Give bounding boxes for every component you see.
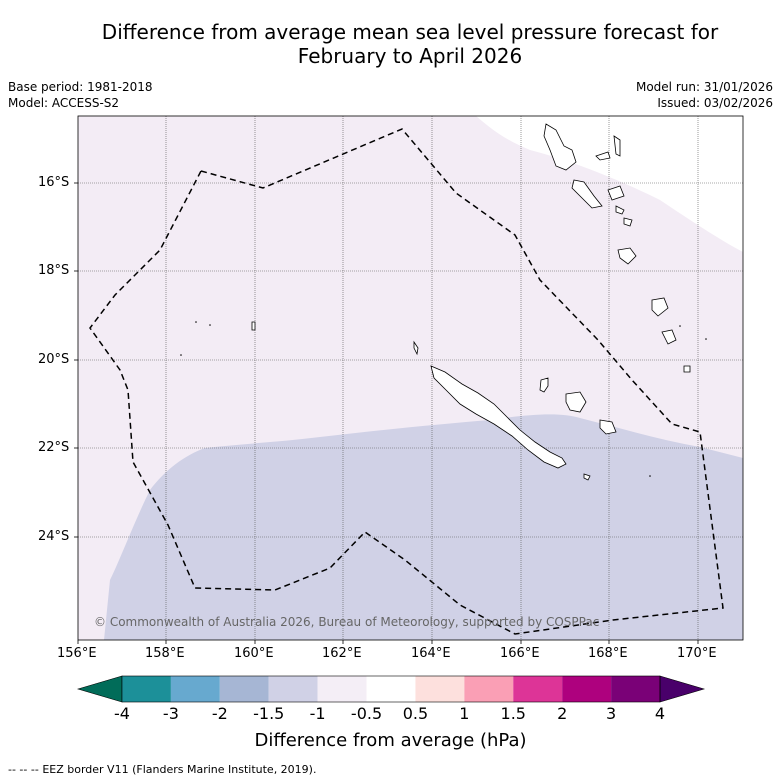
colorbar-segment [170,676,220,702]
ouvea-island [539,377,549,393]
lon-tick-label: 160°E [234,646,274,661]
eez-border [89,128,724,635]
colorbar-tick-label: 4 [654,704,666,723]
neutral-region [476,116,743,252]
lat-tick-label: 24°S [38,529,70,544]
reef-islet [209,324,211,326]
lon-tick-label: 166°E [500,646,540,661]
colorbar-segment [562,676,612,702]
model-run: Model run: 31/01/2026 [635,80,773,94]
ambae-island [595,151,611,161]
reef-islet [705,338,707,340]
chart-title-line-1: Difference from average mean sea level p… [101,20,719,44]
grid-lines [78,116,743,640]
eez-legend: -- -- -- EEZ border V11 (Flanders Marine… [8,763,316,776]
aneityum-island [683,365,691,373]
colorbar-tick-label: -2 [211,704,228,723]
lon-tick-label: 170°E [677,646,717,661]
colorbar-extend-high [659,675,706,703]
colorbar-segment [219,676,269,702]
colorbar-tick-label: 1.5 [500,704,526,723]
espiritu-santo-island [543,123,577,171]
reef-islet [679,325,681,327]
colorbar-segment [611,676,660,702]
lifou-island [565,391,587,413]
lon-tick-label: 162°E [322,646,362,661]
colorbar [76,675,706,703]
model-name: Model: ACCESS-S2 [8,96,120,110]
belep-islands [413,340,419,356]
chesterfield-islands [251,321,256,331]
maewo-island [613,135,621,157]
colorbar-tick-label: -1.5 [253,704,285,723]
lon-tick-label: 158°E [145,646,185,661]
colorbar-tick-label: -1 [309,704,326,723]
lat-tick-label: 16°S [38,175,70,190]
colorbar-tick-label: 3 [605,704,617,723]
malekula-island [571,179,603,209]
lon-tick-label: 156°E [57,646,97,661]
reef-islet [180,354,182,356]
colorbar-tick-label: 2 [557,704,568,723]
colorbar-segment [415,676,465,702]
colorbar-axis-label: Difference from average (hPa) [254,730,527,751]
colorbar-tick-label: -4 [114,704,130,723]
lat-tick-label: 20°S [38,352,70,367]
lat-tick-label: 18°S [38,263,70,278]
colorbar-segment [366,676,416,702]
colorbar-tick-label: 1 [459,704,470,723]
colorbar-frame [121,675,661,703]
efate-island [617,247,637,265]
base-period: Base period: 1981-2018 [8,80,153,94]
lon-tick-label: 168°E [588,646,628,661]
reef-islet [195,321,197,323]
isle-of-pines [583,473,591,481]
erromango-island [651,297,669,317]
colorbar-segment [513,676,563,702]
colorbar-segment [317,676,367,702]
mare-island [599,419,617,435]
colorbar-tick-label: -3 [162,704,179,723]
colorbar-segment [268,676,318,702]
tanna-island [661,329,677,345]
minus-1-5-region [104,414,743,640]
eez-legend-text: EEZ border V11 (Flanders Marine Institut… [42,763,317,776]
shepherd-islands [623,217,633,227]
colorbar-tick-label: -0.5 [350,704,383,723]
eez-legend-marker: -- -- -- [8,763,39,776]
colorbar-extend-low [76,675,123,703]
new-caledonia-island [430,365,567,469]
colorbar-tick-label: 0.5 [402,704,429,723]
epi-island [615,205,625,215]
reef-islet [649,475,651,477]
pentecost-island [607,185,625,201]
lat-tick-label: 22°S [38,440,70,455]
colorbar-segment [122,676,171,702]
colorbar-segment [464,676,514,702]
lon-tick-label: 164°E [411,646,451,661]
map-copyright: © Commonwealth of Australia 2026, Bureau… [94,615,599,629]
issued-date: Issued: 03/02/2026 [657,96,773,110]
chart-title-line-2: February to April 2026 [297,44,523,68]
map-frame [77,115,744,641]
